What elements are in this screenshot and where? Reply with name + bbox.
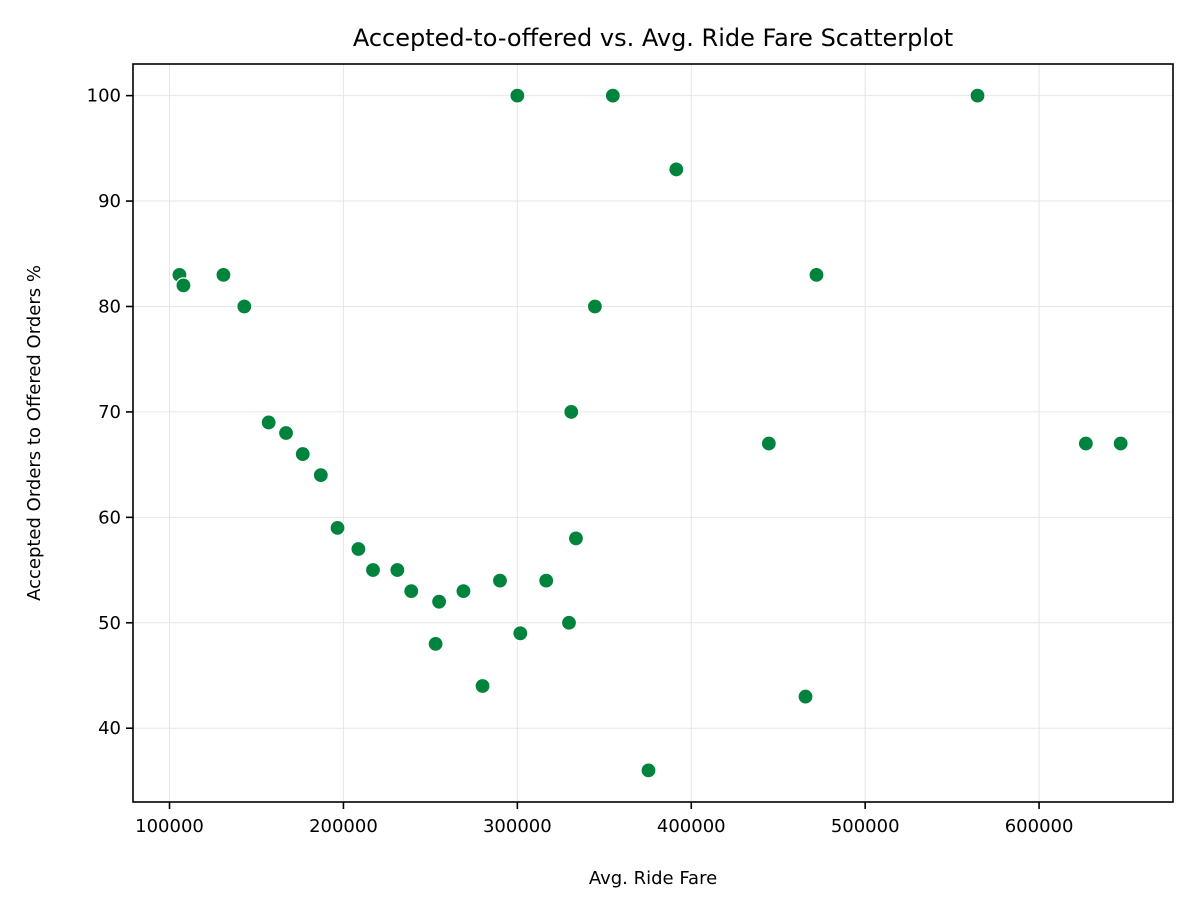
data-point <box>427 635 444 652</box>
data-point <box>403 583 420 600</box>
data-point <box>175 277 192 294</box>
y-tick-label: 90 <box>98 191 121 212</box>
data-point <box>969 87 986 104</box>
x-tick-label: 200000 <box>309 816 378 837</box>
data-point <box>364 561 382 579</box>
data-point <box>538 572 555 589</box>
x-tick-label: 400000 <box>657 816 726 837</box>
data-point <box>215 266 232 283</box>
x-axis-ticks: 100000 200000 300000 400000 500000 600000 <box>135 802 1073 837</box>
x-tick-label: 600000 <box>1005 816 1074 837</box>
data-point <box>512 625 529 642</box>
data-point <box>509 87 526 104</box>
y-tick-label: 60 <box>98 507 121 528</box>
data-point <box>260 414 277 431</box>
data-point <box>567 530 585 547</box>
x-tick-label: 500000 <box>831 816 900 837</box>
chart-title: Accepted-to-offered vs. Avg. Ride Fare S… <box>353 24 953 52</box>
y-tick-label: 80 <box>98 296 121 317</box>
data-point <box>668 161 685 178</box>
data-point <box>1077 435 1094 452</box>
data-point <box>491 572 509 589</box>
data-point <box>329 519 346 536</box>
plot-frame <box>132 63 1174 803</box>
data-point <box>797 688 814 705</box>
data-point <box>1112 435 1129 452</box>
y-tick-label: 50 <box>98 613 121 634</box>
data-point <box>389 561 406 579</box>
y-axis-ticks: 40 50 60 70 80 90 100 <box>87 86 133 739</box>
data-point <box>604 87 621 104</box>
data-point <box>312 467 329 484</box>
data-point <box>294 445 311 463</box>
data-point <box>236 298 253 315</box>
data-point <box>808 266 825 283</box>
data-point <box>640 762 657 779</box>
data-point <box>277 424 295 442</box>
y-tick-label: 40 <box>98 718 121 739</box>
y-tick-label: 70 <box>98 402 121 423</box>
data-point <box>760 435 777 452</box>
data-point <box>350 540 367 558</box>
x-tick-label: 300000 <box>483 816 552 837</box>
data-point <box>474 677 491 695</box>
data-point <box>560 614 578 631</box>
y-tick-label: 100 <box>87 86 121 107</box>
x-tick-label: 100000 <box>135 816 204 837</box>
data-points <box>171 87 1129 779</box>
grid-lines <box>133 64 1173 802</box>
y-axis-label: Accepted Orders to Offered Orders % <box>24 265 45 601</box>
data-point <box>586 298 604 315</box>
data-point <box>563 403 580 421</box>
data-point <box>455 583 472 600</box>
data-point <box>430 593 448 610</box>
x-axis-label: Avg. Ride Fare <box>589 868 717 889</box>
